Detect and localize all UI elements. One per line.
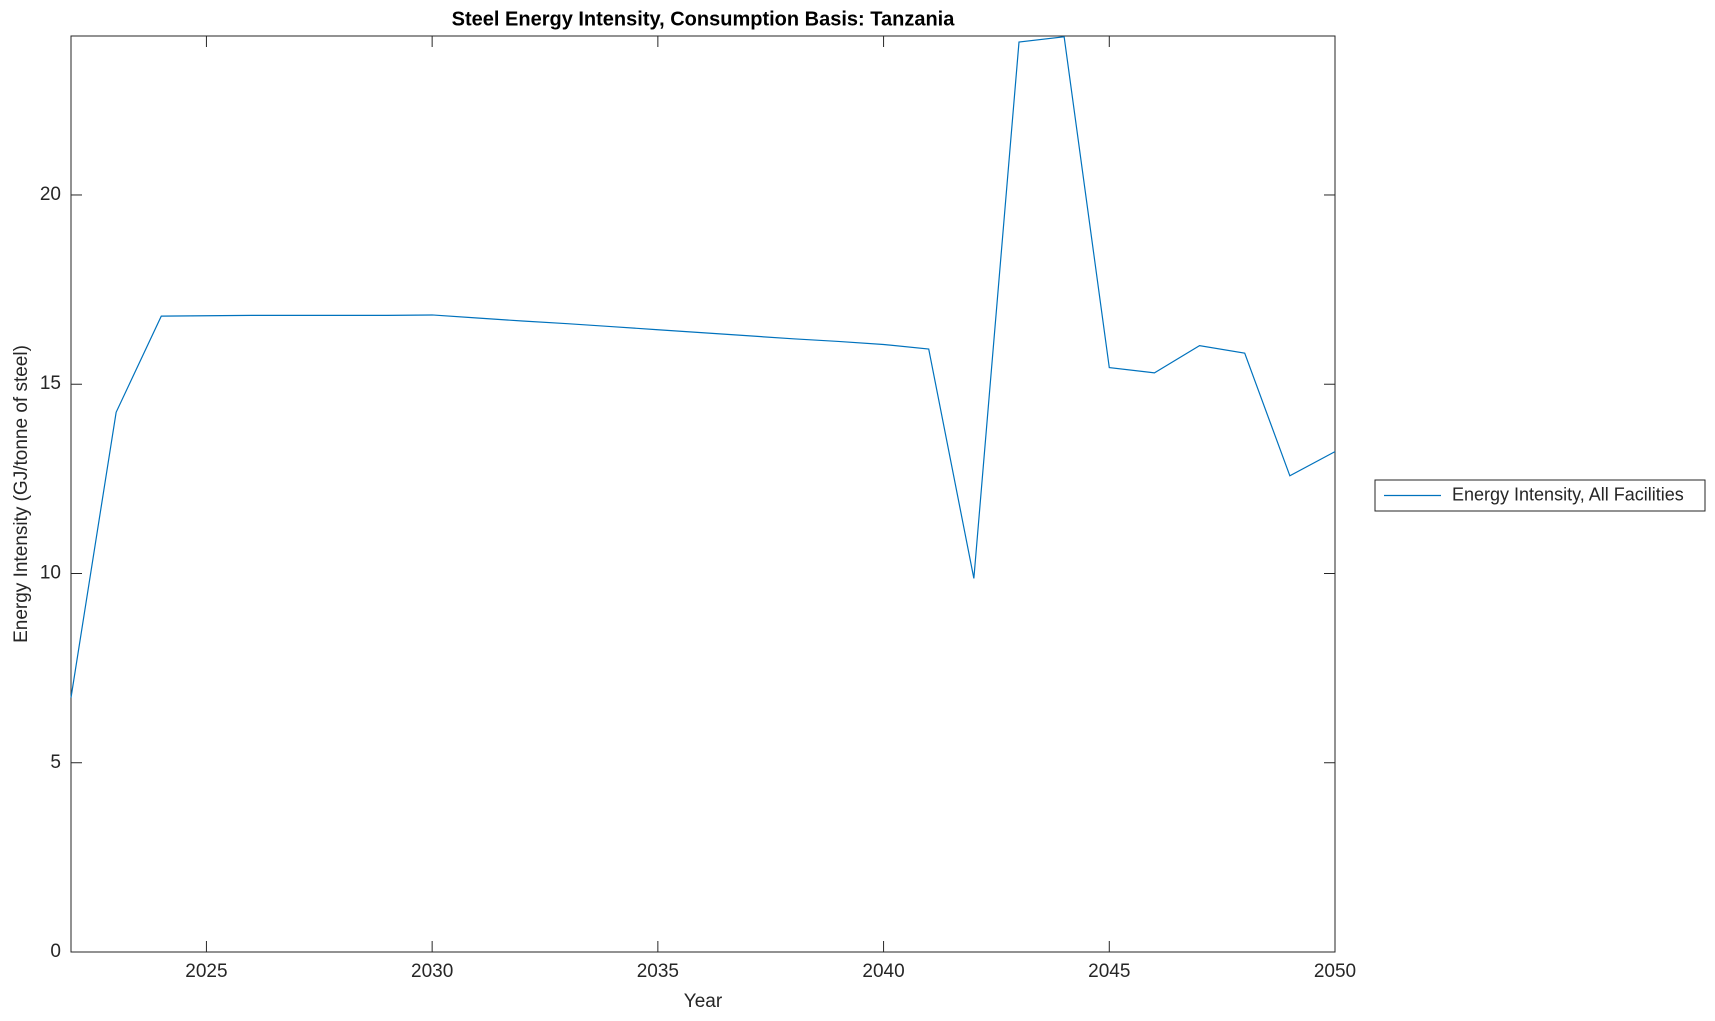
x-tick-label: 2045 bbox=[1088, 961, 1130, 982]
y-tick-label: 20 bbox=[40, 184, 61, 205]
chart-title: Steel Energy Intensity, Consumption Basi… bbox=[452, 8, 956, 30]
x-tick-label: 2040 bbox=[862, 961, 904, 982]
y-tick-label: 0 bbox=[50, 941, 61, 962]
x-tick-label: 2030 bbox=[411, 961, 453, 982]
y-axis-label: Energy Intensity (GJ/tonne of steel) bbox=[11, 345, 32, 643]
x-tick-label: 2035 bbox=[637, 961, 679, 982]
y-tick-label: 15 bbox=[40, 373, 61, 394]
plot-area bbox=[70, 35, 1336, 953]
x-tick-label: 2025 bbox=[185, 961, 227, 982]
x-axis-label: Year bbox=[684, 991, 723, 1012]
x-tick-label: 2050 bbox=[1314, 961, 1356, 982]
legend-label: Energy Intensity, All Facilities bbox=[1452, 484, 1684, 504]
y-tick-label: 5 bbox=[50, 752, 61, 773]
data-line bbox=[70, 36, 1336, 698]
y-tick-label: 10 bbox=[40, 563, 61, 584]
